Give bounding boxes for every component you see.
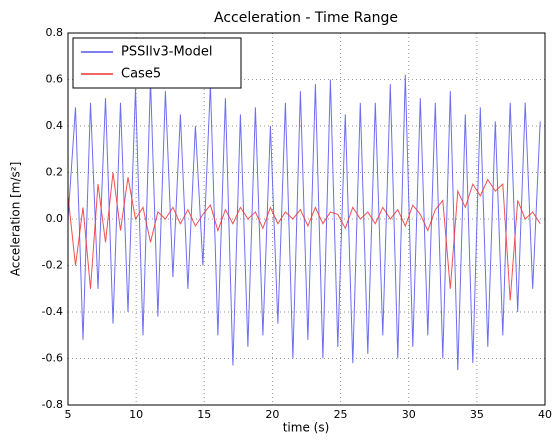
- y-tick-label: -0.6: [42, 352, 63, 365]
- x-tick-label: 5: [65, 408, 72, 421]
- y-tick-label: 0.0: [46, 212, 64, 225]
- legend-label: Case5: [121, 67, 161, 82]
- x-tick-label: 20: [265, 408, 279, 421]
- legend-label: PSSIlv3-Model: [121, 45, 212, 60]
- x-tick-label: 35: [470, 408, 484, 421]
- y-tick-label: 0.8: [46, 26, 64, 39]
- chart-title: Acceleration - Time Range: [214, 10, 398, 26]
- y-tick-label: -0.8: [42, 398, 63, 411]
- y-tick-label: 0.6: [46, 73, 64, 86]
- y-tick-label: -0.2: [42, 259, 63, 272]
- line-series: [67, 74, 541, 371]
- x-axis-label: time (s): [283, 421, 330, 435]
- y-tick-label: 0.2: [46, 166, 64, 179]
- x-tick-label: 10: [129, 408, 143, 421]
- x-tick-label: 30: [402, 408, 416, 421]
- y-tick-label: -0.4: [42, 305, 63, 318]
- x-tick-label: 15: [197, 408, 211, 421]
- x-tick-label: 40: [538, 408, 552, 421]
- y-axis-label: Acceleration [m/s²]: [9, 162, 23, 277]
- x-tick-label: 25: [334, 408, 348, 421]
- plot-frame: [67, 32, 546, 406]
- line-series: [67, 172, 541, 301]
- y-tick-label: 0.4: [46, 119, 64, 132]
- legend-box: [72, 37, 242, 89]
